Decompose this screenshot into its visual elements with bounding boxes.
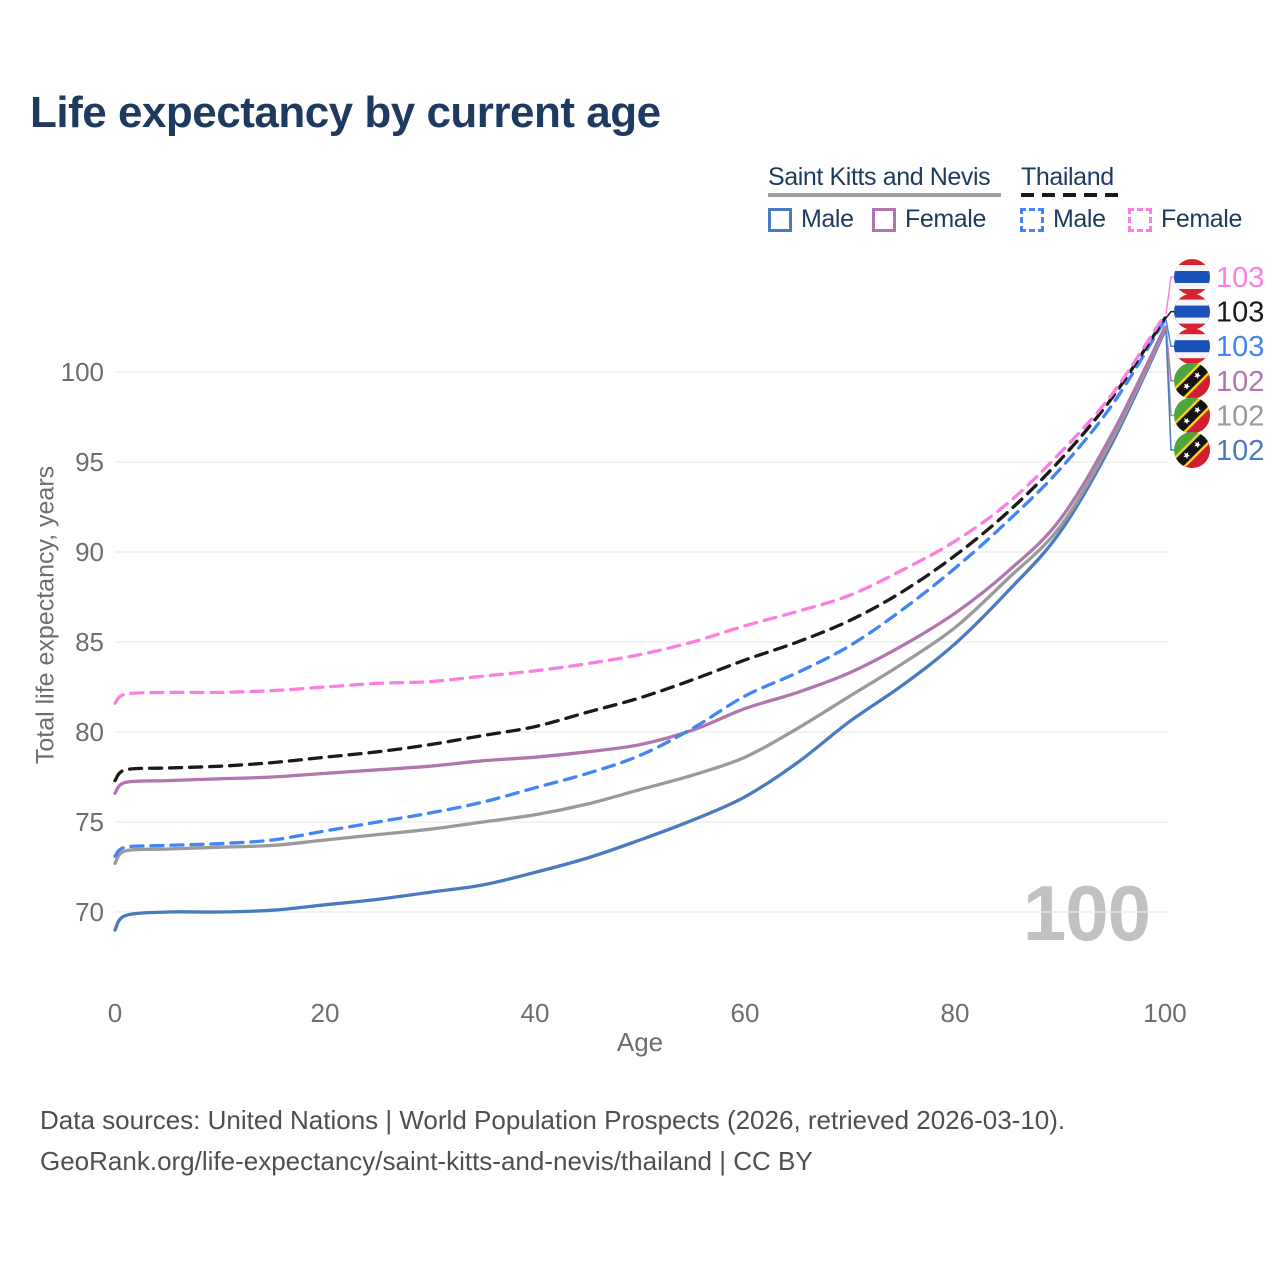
series-line-saint-kitts-and-nevis-both-sexes [113,327,1167,866]
y-tick-75: 75 [75,807,104,837]
thailand-flag-icon [1174,259,1210,295]
saint-kitts-and-nevis-flag-icon [1174,432,1210,468]
series-line-saint-kitts-and-nevis-male [113,328,1167,932]
end-label-connector-thailand-both-sexes [1165,310,1174,319]
legend-swatch-thailand-male [1020,207,1044,232]
saint-kitts-and-nevis-flag-icon [1174,362,1210,399]
series-line-thailand-male [113,318,1167,858]
series-line-thailand-female [113,312,1167,705]
x-tick-80: 80 [941,998,970,1028]
end-label-thailand-female: 103 [1216,262,1264,294]
x-tick-60: 60 [731,998,760,1028]
legend-swatch-skn-male [768,207,792,232]
footer-data-sources: Data sources: United Nations | World Pop… [40,1105,1066,1135]
x-tick-0: 0 [108,998,122,1028]
end-label-saint-kitts-and-nevis-male: 102 [1216,435,1264,467]
end-label-thailand-both-sexes: 103 [1216,297,1264,329]
end-label-thailand-male: 103 [1216,331,1264,363]
y-axis-title: Total life expectancy, years [31,465,60,765]
x-tick-100: 100 [1143,998,1186,1028]
end-label-connector-thailand-male [1165,319,1174,347]
x-tick-20: 20 [311,998,340,1028]
y-tick-90: 90 [75,537,104,567]
legend-swatch-skn-female [872,207,896,232]
series-line-saint-kitts-and-nevis-female [113,325,1167,795]
legend-line-sample-thailand [1021,193,1121,197]
x-tick-40: 40 [521,998,550,1028]
footer: Data sources: United Nations | World Pop… [40,1100,1065,1182]
saint-kitts-and-nevis-flag-icon [1174,397,1210,434]
legend-item-thailand-male[interactable]: Male [1020,205,1106,234]
end-label-connector-thailand-female [1165,276,1174,315]
legend-item-skn-male[interactable]: Male [768,205,854,234]
end-label-saint-kitts-and-nevis-female: 102 [1216,366,1264,398]
legend-label: Male [801,205,854,233]
thailand-flag-icon [1174,293,1210,330]
legend-group-thailand: Thailand [1021,163,1114,191]
legend-item-thailand-female[interactable]: Female [1128,205,1242,234]
legend-label: Female [905,205,986,233]
end-label-saint-kitts-and-nevis-both-sexes: 102 [1216,400,1264,432]
y-tick-95: 95 [75,447,104,477]
legend-line-sample-saint-kitts-and-nevis [768,193,1001,197]
x-axis-title: Age [616,1027,664,1057]
y-tick-70: 70 [75,897,104,927]
end-label-connector-saint-kitts-and-nevis-both-sexes [1165,328,1174,417]
y-tick-85: 85 [75,627,104,657]
thailand-flag-icon [1174,328,1210,365]
legend-group-saint-kitts-and-nevis: Saint Kitts and Nevis [768,163,991,191]
legend-label: Male [1053,205,1106,233]
end-label-connector-saint-kitts-and-nevis-female [1165,326,1174,382]
y-tick-80: 80 [75,717,104,747]
series-line-thailand-both-sexes [113,316,1167,783]
footer-url[interactable]: GeoRank.org/life-expectancy/saint-kitts-… [40,1146,813,1176]
page-title: Life expectancy by current age [30,88,661,137]
legend-label: Female [1161,205,1242,233]
y-tick-100: 100 [61,357,104,387]
legend-swatch-thailand-female [1128,207,1152,232]
legend-item-skn-female[interactable]: Female [872,205,986,234]
age-counter-watermark: 100 [1022,869,1151,957]
end-label-connector-saint-kitts-and-nevis-male [1165,330,1174,451]
